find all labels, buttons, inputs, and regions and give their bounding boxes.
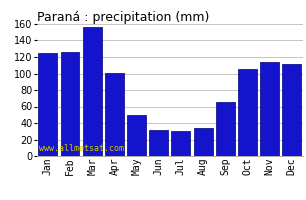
Bar	[171, 131, 190, 156]
Bar	[216, 102, 235, 156]
Bar	[238, 69, 257, 156]
Bar	[194, 128, 213, 156]
Text: Paraná : precipitation (mm): Paraná : precipitation (mm)	[37, 11, 209, 24]
Bar	[282, 64, 301, 156]
Bar	[38, 53, 57, 156]
Bar	[83, 27, 102, 156]
Bar	[127, 115, 146, 156]
Bar	[149, 130, 168, 156]
Text: www.allmetsat.com: www.allmetsat.com	[39, 144, 124, 153]
Bar	[260, 62, 279, 156]
Bar	[61, 52, 80, 156]
Bar	[105, 73, 124, 156]
